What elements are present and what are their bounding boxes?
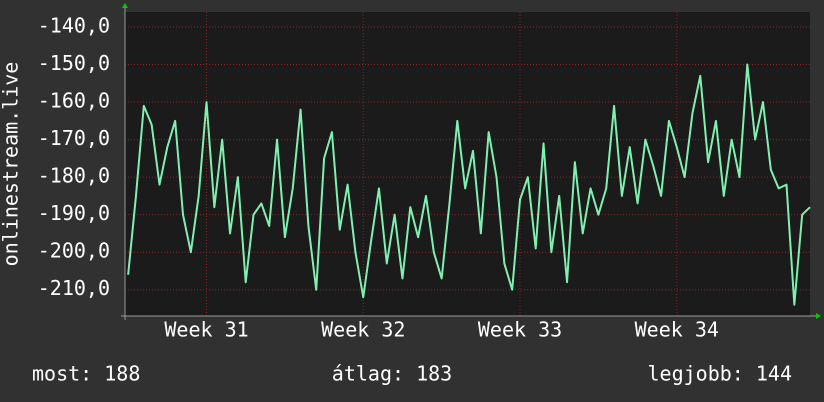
y-tick-label: -140,0 [38,14,110,38]
y-tick-label: -180,0 [38,164,110,188]
y-tick-label: -160,0 [38,89,110,113]
stat-label: átlag: 183 [332,362,452,386]
y-tick-label: -200,0 [38,239,110,263]
axis-arrow [816,313,821,319]
x-tick-label: Week 32 [321,318,405,342]
plot-area [125,12,810,316]
x-tick-label: Week 31 [164,318,248,342]
stat-label: legjobb: 144 [648,362,793,386]
y-tick-label: -190,0 [38,201,110,225]
y-tick-label: -170,0 [38,126,110,150]
data-line [127,63,811,306]
axis-arrow [122,3,128,8]
x-tick-label: Week 34 [635,318,719,342]
y-tick-label: -150,0 [38,51,110,75]
stat-label: most: 188 [32,362,140,386]
x-tick-label: Week 33 [478,318,562,342]
y-axis-label: onlinestream.live [0,62,23,267]
y-tick-label: -210,0 [38,276,110,300]
